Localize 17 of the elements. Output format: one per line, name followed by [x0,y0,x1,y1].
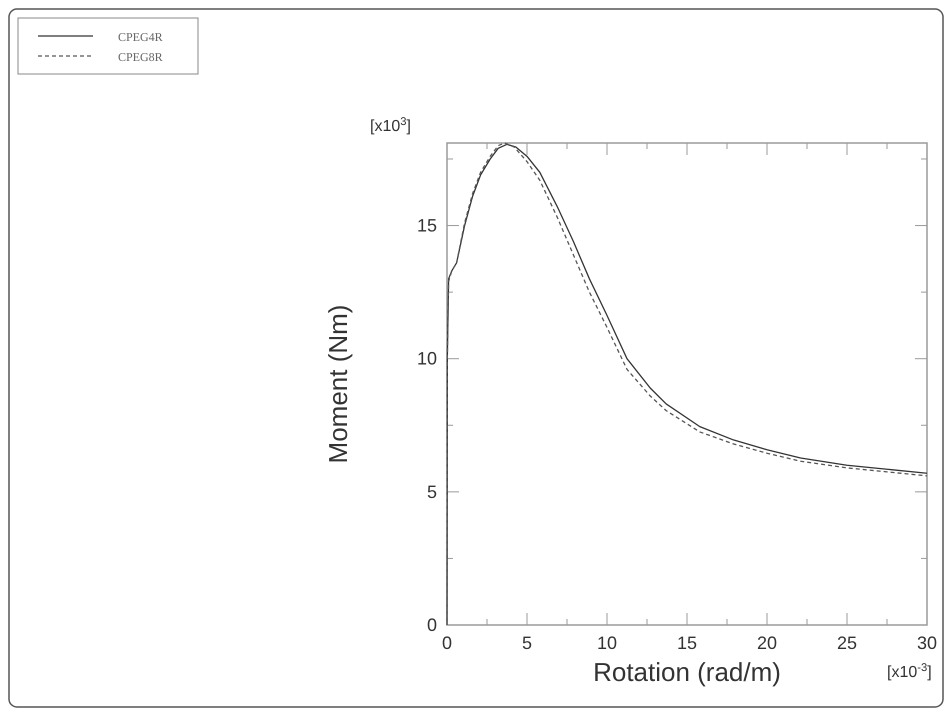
text: [x10$^{-3}$] [887,662,932,681]
x-axis-title: Rotation (rad/m) [593,657,781,687]
x-tick-label: 25 [836,633,858,653]
y-tick-label: 0 [426,615,437,635]
x-tick-label: 10 [596,633,618,653]
x-tick-label: 20 [756,633,778,653]
x-tick-label: 15 [676,633,698,653]
y-axis-title: Moment (Nm) [323,304,353,464]
y-tick-label: 15 [416,216,437,236]
y-tick-label: 10 [416,348,437,369]
text: [x10$^{3}$] [370,116,411,135]
legend-label: CPEG4R [118,30,163,44]
x-tick-label: 0 [442,633,452,653]
x-tick-label: 5 [522,633,532,653]
legend-label: CPEG8R [118,50,163,64]
x-tick-label: 30 [916,633,938,653]
y-tick-label: 5 [426,482,437,502]
